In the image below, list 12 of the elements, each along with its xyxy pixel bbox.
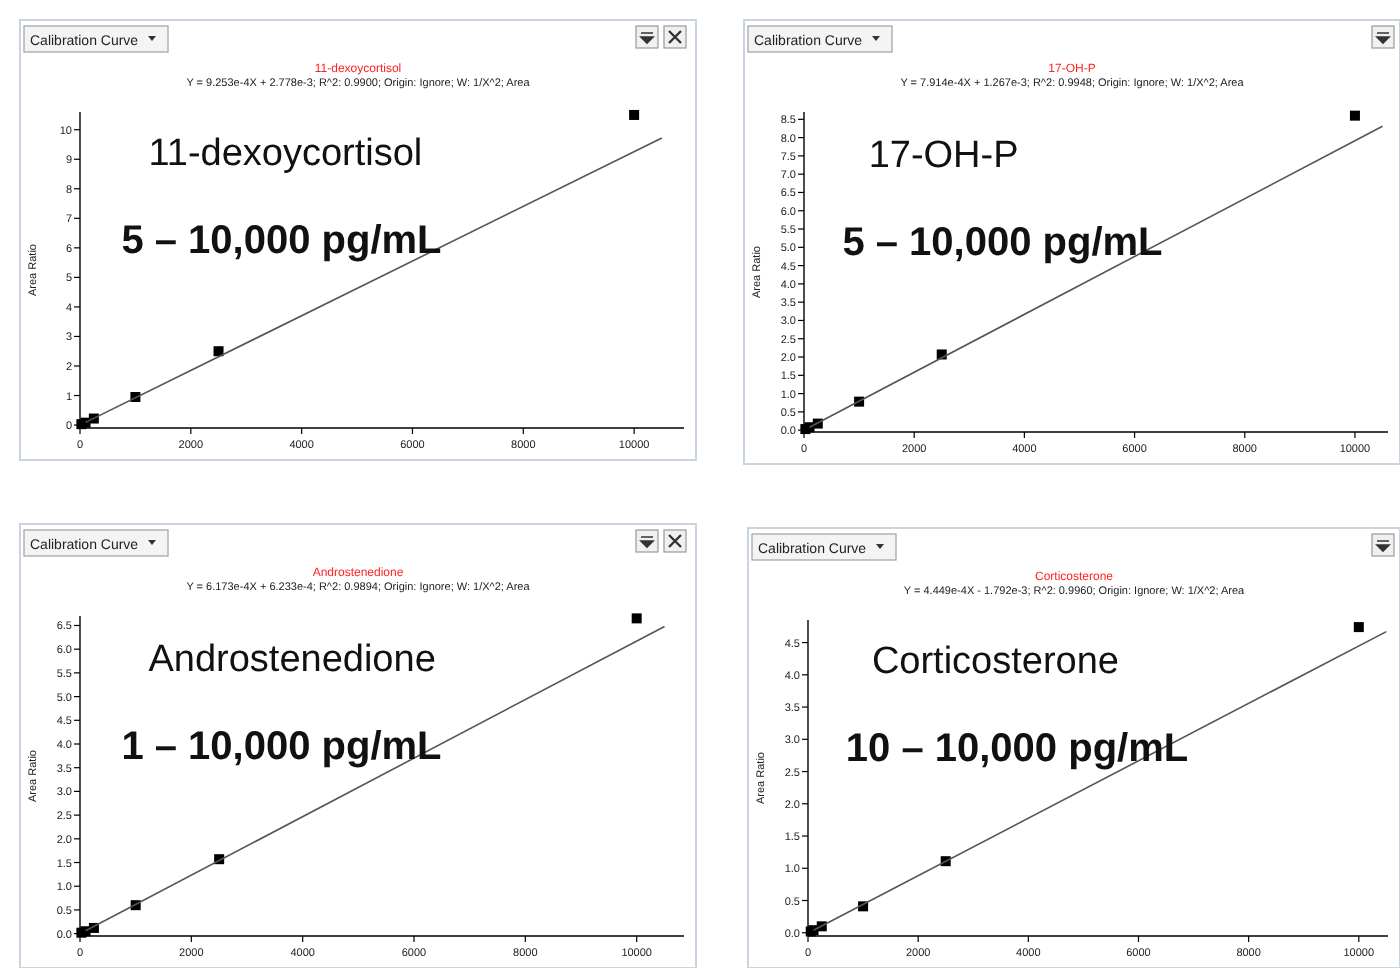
point	[631, 613, 642, 624]
point	[1353, 622, 1364, 633]
point	[629, 109, 640, 120]
annotation: 5 – 10,000 pg/mL	[842, 221, 1163, 266]
annotation: 17-OH-P	[868, 134, 1019, 177]
annotation: 5 – 10,000 pg/mL	[121, 219, 442, 264]
point	[213, 346, 224, 357]
annotation: Corticosterone	[871, 641, 1120, 684]
annotation: 11-dexoycortisol	[148, 133, 423, 176]
annotation: 1 – 10,000 pg/mL	[121, 725, 442, 770]
point	[1349, 110, 1360, 121]
annotation: Androstenedione	[148, 638, 436, 681]
